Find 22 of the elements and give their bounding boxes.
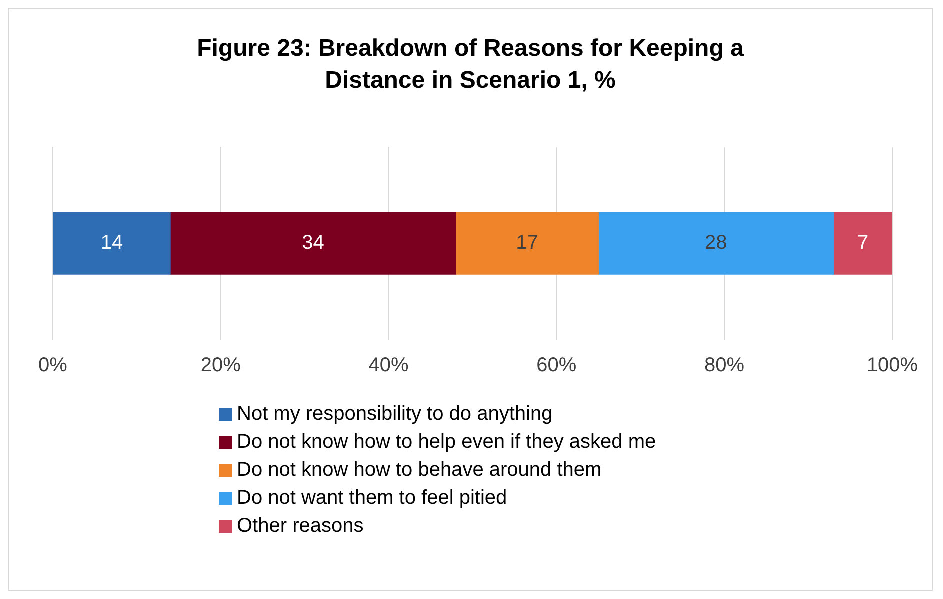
x-tick-label: 80%	[704, 354, 745, 377]
bar	[598, 212, 834, 275]
bar	[53, 212, 171, 275]
bar	[170, 212, 456, 275]
legend-label: Do not want them to feel pitied	[237, 486, 508, 510]
bar	[833, 212, 892, 275]
legend-label: Other reasons	[237, 514, 364, 538]
legend-label: Do not know how to help even if they asked me	[237, 430, 656, 454]
bar	[456, 212, 599, 275]
x-tick-label: 0%	[38, 354, 68, 377]
legend-label: Not my responsibility to do anything	[237, 402, 553, 426]
chart-title: Figure 23: Breakdown of Reasons for Keeping a Distance in Scenario 1, %	[196, 34, 745, 96]
data-label: 34	[302, 232, 324, 254]
data-label: 28	[705, 232, 728, 254]
x-tick-label: 100%	[866, 354, 918, 377]
x-tick-label: 20%	[200, 354, 242, 377]
x-tick-label: 40%	[368, 354, 409, 377]
data-label: 14	[100, 232, 124, 254]
x-tick-label: 60%	[536, 354, 577, 377]
legend-label: Do not know how to behave around them	[237, 458, 602, 482]
data-label: 7	[857, 232, 869, 254]
data-label: 17	[516, 232, 538, 254]
